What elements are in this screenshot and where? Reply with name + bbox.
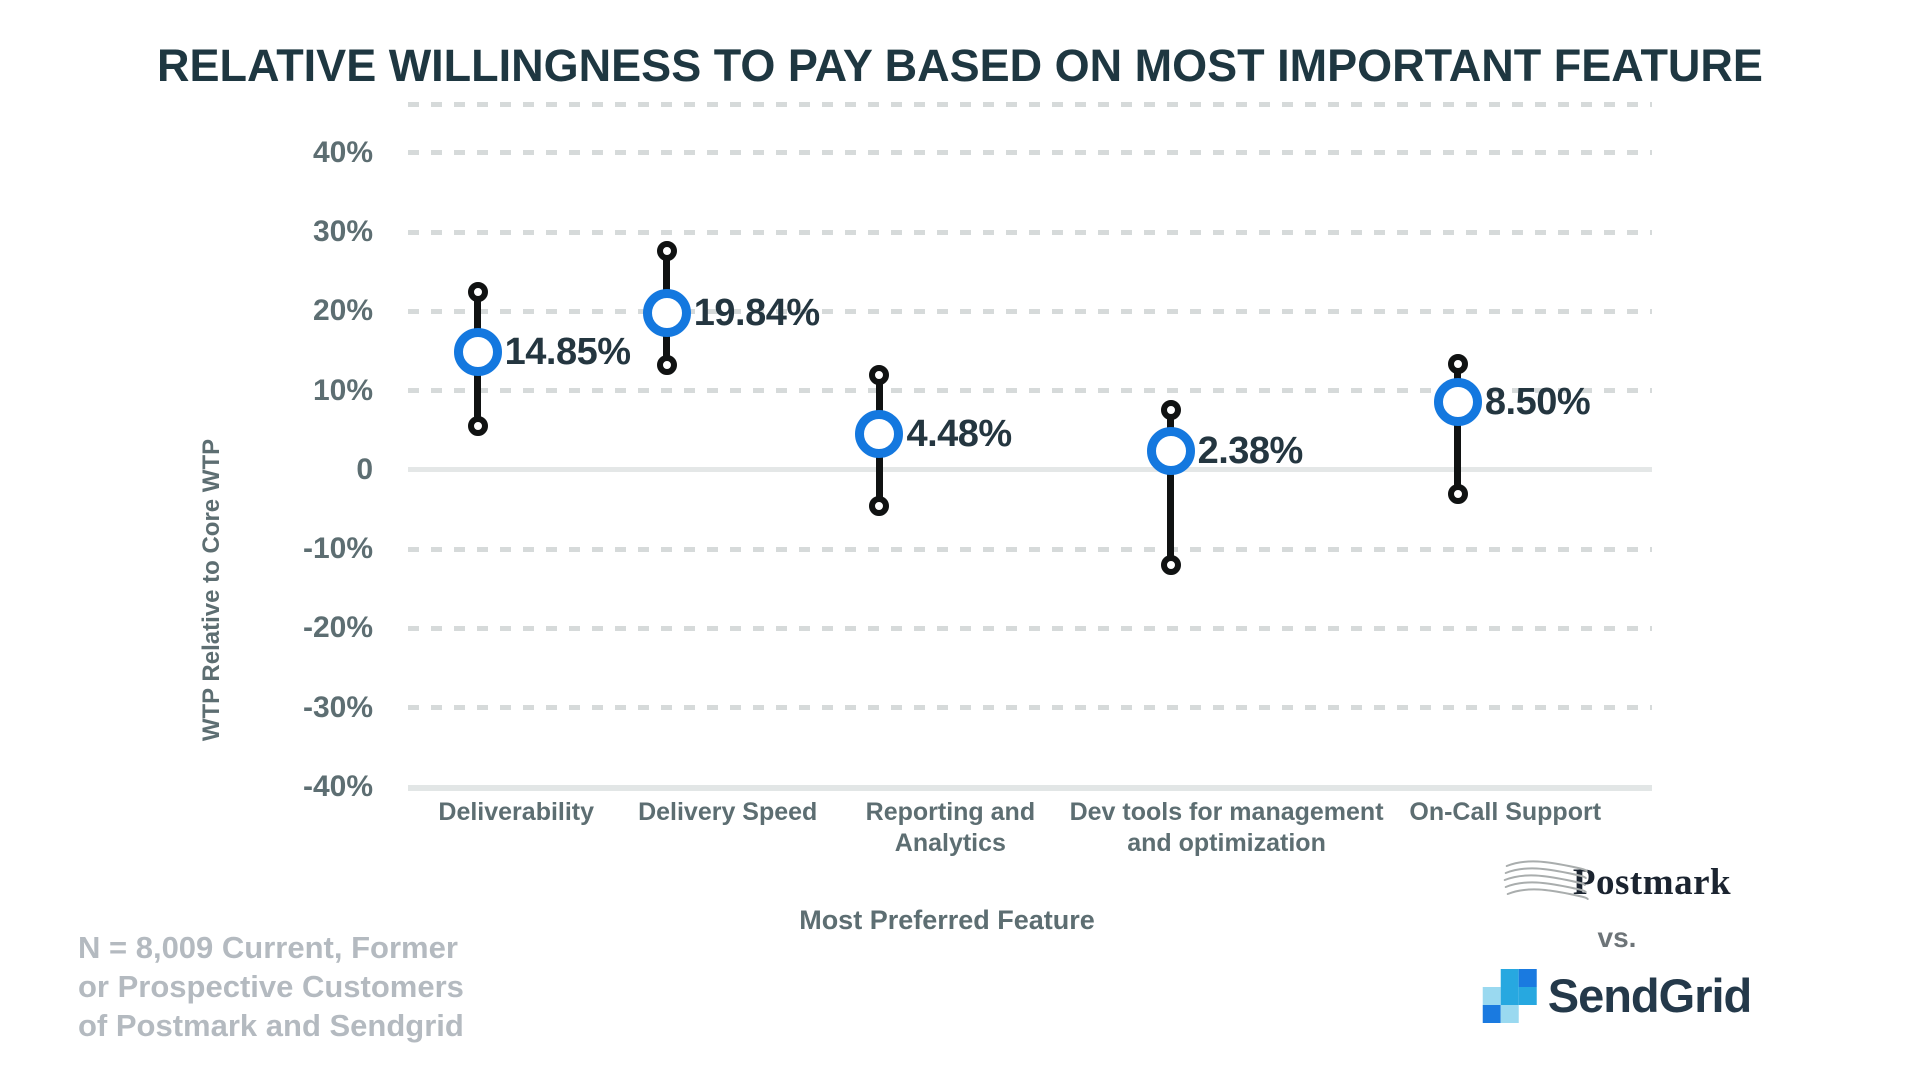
x-axis-line (408, 784, 1652, 791)
data-point-marker (1146, 427, 1195, 475)
value-label: 19.84% (693, 291, 820, 334)
postmark-logo: Postmark (1503, 858, 1731, 906)
gridline-10% (408, 388, 1652, 394)
y-tick-label: 40% (312, 135, 373, 169)
sample-size-footnote: N = 8,009 Current, Former or Prospective… (78, 928, 464, 1045)
y-tick-label: 10% (312, 373, 373, 407)
range-cap-bottom (869, 495, 890, 516)
sendgrid-wordmark: SendGrid (1547, 969, 1753, 1022)
value-label: 2.38% (1197, 430, 1304, 472)
x-category-label: On-Call Support (1409, 798, 1602, 826)
data-point-marker (642, 288, 691, 337)
y-tick-label: 0 (356, 452, 373, 486)
y-tick-label: 30% (312, 215, 373, 249)
gridline-20% (408, 308, 1652, 314)
zero-baseline (408, 467, 1652, 473)
gridline-30% (408, 229, 1652, 235)
plot-top-border (408, 102, 1652, 107)
gridline--30% (408, 705, 1652, 711)
range-cap-top (1447, 353, 1468, 374)
data-point-marker (1433, 378, 1482, 427)
footnote-line-3: of Postmark and Sendgrid (78, 1008, 464, 1043)
x-category-label: Deliverability (438, 798, 595, 826)
gridline--20% (408, 625, 1652, 631)
range-bar (1167, 410, 1175, 565)
x-category-label: Reporting and Analytics (865, 798, 1036, 857)
gridline-40% (408, 150, 1652, 156)
postmark-waves-icon (1503, 860, 1589, 900)
y-tick-label: -40% (302, 770, 373, 803)
data-point-marker (855, 410, 904, 459)
chart-title: RELATIVE WILLINGNESS TO PAY BASED ON MOS… (157, 40, 1763, 91)
footnote-line-2: or Prospective Customers (78, 969, 464, 1004)
postmark-wordmark: Postmark (1572, 861, 1732, 903)
gridline--10% (408, 546, 1652, 552)
range-cap-top (869, 364, 890, 385)
range-cap-bottom (467, 416, 488, 437)
range-cap-bottom (656, 355, 677, 376)
y-tick-label: -30% (302, 690, 373, 724)
x-axis-title: Most Preferred Feature (799, 905, 1095, 935)
footnote-line-1: N = 8,009 Current, Former (78, 930, 458, 965)
sendgrid-logo: SendGrid (1482, 968, 1753, 1023)
range-cap-top (656, 241, 677, 262)
y-tick-label: -20% (302, 611, 373, 645)
y-tick-label: 20% (312, 294, 373, 328)
plot-area: 40% 30% 20% 10% 0 -10% -20% -30% -40% 14.85% Deliv… (303, 102, 1652, 857)
data-point-marker (453, 328, 502, 377)
y-tick-label: -10% (302, 532, 373, 566)
range-cap-top (1160, 400, 1181, 421)
sendgrid-pixel-icon (1482, 968, 1537, 1023)
range-bar (1454, 363, 1462, 494)
value-label: 4.48% (906, 413, 1012, 456)
brand-comparison-block: Postmark vs. SendGrid (1482, 858, 1753, 1023)
x-category-label: Dev tools for management and optimization (1069, 798, 1384, 857)
y-axis-title: WTP Relative to Core WTP (198, 438, 225, 742)
range-cap-bottom (1447, 483, 1468, 504)
value-label: 8.50% (1484, 381, 1591, 424)
range-cap-bottom (1160, 555, 1181, 575)
x-category-label: Delivery Speed (638, 798, 818, 826)
value-label: 14.85% (504, 331, 631, 374)
vs-label: vs. (1597, 922, 1637, 953)
range-cap-top (467, 282, 488, 303)
